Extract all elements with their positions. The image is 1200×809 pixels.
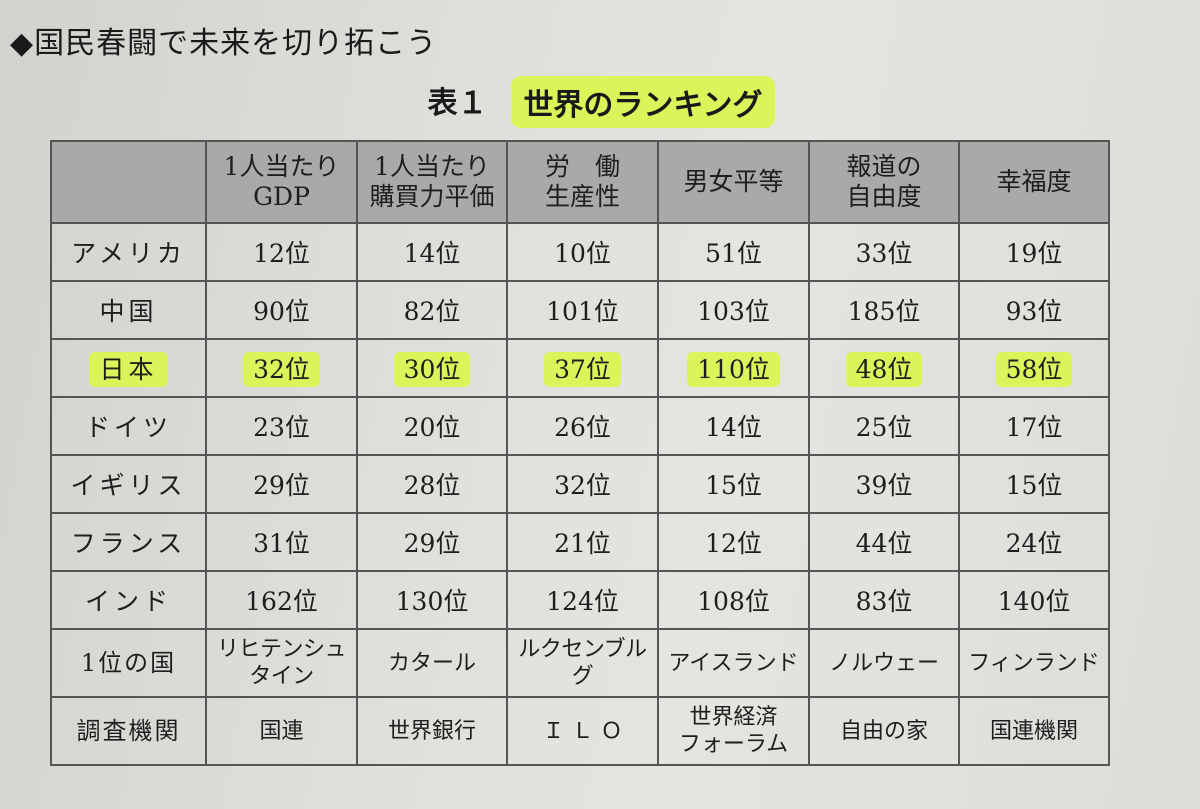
- table-row-highlighted: 日本 32位 30位 37位 110位 48位 58位: [50, 338, 1110, 398]
- table-cell: 140位: [958, 570, 1110, 630]
- table-cell: 28位: [356, 454, 508, 514]
- header-gdp: 1人当たり GDP: [205, 140, 358, 224]
- table-row: ドイツ 23位 20位 26位 14位 25位 17位: [50, 396, 1110, 456]
- table-row: 中国 90位 82位 101位 103位 185位 93位: [50, 280, 1110, 340]
- table-cell: 110位: [657, 338, 810, 398]
- header-corner: [50, 140, 207, 224]
- table-number: 表１: [427, 86, 488, 121]
- row-label: アメリカ: [50, 222, 207, 282]
- table-cell: 108位: [657, 570, 810, 630]
- table-cell: 25位: [808, 396, 960, 456]
- table-cell: 185位: [808, 280, 960, 340]
- table-cell: 30位: [356, 338, 508, 398]
- header-happiness: 幸福度: [958, 140, 1110, 224]
- table-cell: 162位: [205, 570, 358, 630]
- table-cell: 83位: [808, 570, 960, 630]
- header-gender-equality: 男女平等: [657, 140, 810, 224]
- table-row: イギリス 29位 28位 32位 15位 39位 15位: [50, 454, 1110, 514]
- table-row: フランス 31位 29位 21位 12位 44位 24位: [50, 512, 1110, 572]
- highlight-mark: 110位: [687, 352, 780, 387]
- highlight-mark: 32位: [243, 352, 320, 387]
- header-row: 1人当たり GDP 1人当たり 購買力平価 労 働生産性 男女平等 報道の 自由度 幸…: [50, 140, 1110, 224]
- table-cell: アイスランド: [657, 628, 810, 698]
- header-ppp: 1人当たり 購買力平価: [356, 140, 508, 224]
- table-cell: 12位: [205, 222, 358, 282]
- table-cell: 15位: [958, 454, 1110, 514]
- table-title: 世界のランキング: [513, 78, 773, 126]
- table-cell: 90位: [205, 280, 358, 340]
- table-cell: 130位: [356, 570, 508, 630]
- table-cell: 26位: [506, 396, 659, 456]
- table-cell: 世界経済 フォーラム: [657, 696, 810, 766]
- table-cell: ノルウェー: [808, 628, 960, 698]
- table-cell: 44位: [808, 512, 960, 572]
- row-label: 1位の国: [50, 628, 207, 698]
- table-cell: 29位: [205, 454, 358, 514]
- table-cell: 31位: [205, 512, 358, 572]
- table-cell: 23位: [205, 396, 358, 456]
- table-cell: 32位: [205, 338, 358, 398]
- table-cell: 82位: [356, 280, 508, 340]
- highlight-mark: 58位: [995, 352, 1073, 387]
- table-cell: ルクセンブルグ: [506, 628, 659, 698]
- table-row: インド 162位 130位 124位 108位 83位 140位: [50, 570, 1110, 630]
- table-cell: 自由の家: [808, 696, 960, 766]
- header-press-freedom: 報道の 自由度: [808, 140, 960, 224]
- top-country-row: 1位の国 リヒテンシュタイン カタール ルクセンブルグ アイスランド ノルウェー…: [50, 628, 1110, 698]
- table-cell: Ｉ Ｌ Ｏ: [506, 696, 659, 766]
- row-label: フランス: [50, 512, 207, 572]
- table-cell: 国連機関: [958, 696, 1110, 766]
- table-cell: 29位: [356, 512, 508, 572]
- table-cell: 20位: [356, 396, 508, 456]
- table-cell: 93位: [958, 280, 1110, 340]
- table-cell: 21位: [506, 512, 659, 572]
- table-cell: 48位: [808, 338, 960, 398]
- table-cell: 19位: [958, 222, 1110, 282]
- section-heading: ◆国民春闘で未来を切り拓こう: [10, 26, 438, 61]
- table-cell: 15位: [657, 454, 810, 514]
- header-productivity: 労 働生産性: [506, 140, 659, 224]
- table-cell: 124位: [506, 570, 659, 630]
- table-cell: 10位: [506, 222, 659, 282]
- row-label: ドイツ: [50, 396, 207, 456]
- table-cell: 103位: [657, 280, 810, 340]
- table-cell: 14位: [657, 396, 810, 456]
- highlight-mark: 30位: [393, 352, 471, 387]
- highlight-mark: 日本: [89, 352, 168, 387]
- row-label: インド: [50, 570, 207, 630]
- table-cell: 世界銀行: [356, 696, 508, 766]
- table-cell: 24位: [958, 512, 1110, 572]
- row-label: 中国: [50, 280, 207, 340]
- table-cell: フィンランド: [958, 628, 1110, 698]
- table-cell: 12位: [657, 512, 810, 572]
- table-cell: 51位: [657, 222, 810, 282]
- table-row: アメリカ 12位 14位 10位 51位 33位 19位: [50, 222, 1110, 282]
- row-label: イギリス: [50, 454, 207, 514]
- row-label: 日本: [50, 338, 207, 398]
- table-cell: 101位: [506, 280, 659, 340]
- table-cell: リヒテンシュタイン: [205, 628, 358, 698]
- table-cell: カタール: [356, 628, 508, 698]
- table-cell: 37位: [506, 338, 659, 398]
- highlight-mark: 37位: [544, 352, 621, 387]
- table-cell: 32位: [506, 454, 659, 514]
- source-row: 調査機関 国連 世界銀行 Ｉ Ｌ Ｏ 世界経済 フォーラム 自由の家 国連機関: [50, 696, 1110, 766]
- table-cell: 33位: [808, 222, 960, 282]
- ranking-table: 1人当たり GDP 1人当たり 購買力平価 労 働生産性 男女平等 報道の 自由度 幸…: [50, 140, 1110, 766]
- table-cell: 58位: [958, 338, 1110, 398]
- table-cell: 国連: [205, 696, 358, 766]
- table-cell: 39位: [808, 454, 960, 514]
- table-caption: 表１ 世界のランキング: [0, 78, 1200, 126]
- table-cell: 17位: [958, 396, 1110, 456]
- table-cell: 14位: [356, 222, 508, 282]
- highlight-mark: 48位: [845, 352, 923, 387]
- row-label: 調査機関: [50, 696, 207, 766]
